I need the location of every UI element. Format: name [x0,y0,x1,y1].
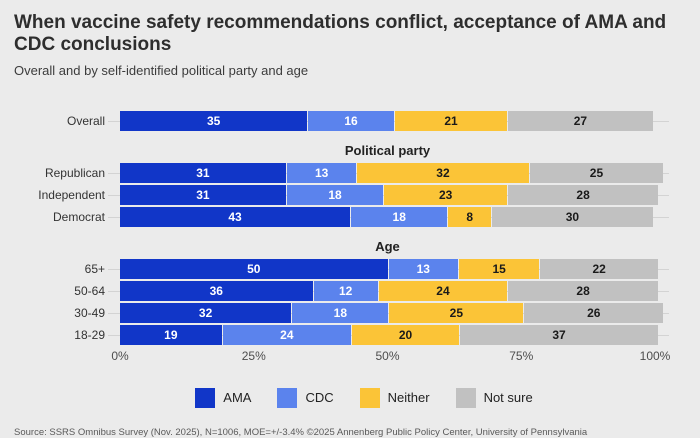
bar-segments: 43 18 8 30 [120,206,655,227]
segment-cdc: 12 [313,280,378,301]
segment-cdc: 16 [308,110,394,131]
segment-ama: 19 [120,324,222,345]
bar-segments: 35 16 21 27 [120,110,655,131]
stacked-bar-chart: Overall 35 16 21 27 Political party Republican… [14,110,686,345]
legend-label: Neither [387,390,430,406]
legend-label: CDC [305,390,334,406]
bar-segments: 19 24 20 37 [120,324,658,345]
bar-segments: 36 12 24 28 [120,280,658,301]
bar-row: 65+ 50 13 15 22 [14,258,686,279]
legend-swatch-icon [195,387,216,408]
segment-cdc: 13 [286,162,357,183]
bar-segments: 50 13 15 22 [120,258,658,279]
bar-row: Overall 35 16 21 27 [14,110,686,131]
bar-track: 36 12 24 28 [108,280,669,301]
segment-ama: 31 [120,162,286,183]
segment-not-sure: 27 [508,110,653,131]
bar-row: 18-29 19 24 20 37 [14,324,686,345]
segment-cdc: 18 [292,302,389,323]
segment-not-sure: 28 [508,184,658,205]
segment-ama: 31 [120,184,286,205]
legend-label: AMA [223,390,252,406]
row-label: Republican [44,165,105,180]
row-label: 50-64 [74,283,105,298]
legend-item-not-sure: Not sure [455,387,533,408]
chart-subtitle: Overall and by self-identified political… [14,62,309,78]
legend-item-ama: AMA [195,387,252,408]
x-axis-tick: 0% [111,348,129,363]
segment-cdc: 18 [286,184,384,205]
bar-row: 30-49 32 18 25 26 [14,302,686,323]
bar-track: 43 18 8 30 [108,206,669,227]
segment-neither: 32 [357,162,529,183]
bar-row: Democrat 43 18 8 30 [14,206,686,227]
segment-not-sure: 30 [492,206,653,227]
legend-item-neither: Neither [359,387,430,408]
x-axis-tick: 75% [509,348,534,363]
segment-neither: 24 [378,280,508,301]
chart-title: When vaccine safety recommendations conf… [14,12,667,56]
bar-row: Republican 31 13 32 25 [14,162,686,183]
bar-segments: 32 18 25 26 [120,302,664,323]
segment-neither: 21 [394,110,508,131]
row-label: 18-29 [74,327,105,342]
row-label: 30-49 [74,305,105,320]
legend-label: Not sure [483,390,533,406]
x-axis: 0% 25% 50% 75% 100% [111,348,670,364]
segment-ama: 32 [120,302,292,323]
legend-swatch-icon [277,387,298,408]
x-axis-tick: 50% [375,348,400,363]
legend-swatch-icon [455,387,476,408]
segment-not-sure: 22 [540,258,658,279]
segment-cdc: 18 [351,206,448,227]
bar-row: 50-64 36 12 24 28 [14,280,686,301]
segment-not-sure: 28 [508,280,658,301]
segment-cdc: 13 [388,258,459,279]
legend-item-cdc: CDC [277,387,334,408]
segment-neither: 8 [448,206,492,227]
row-label: Independent [38,187,105,202]
segment-not-sure: 37 [460,324,658,345]
segment-not-sure: 26 [524,302,664,323]
segment-neither: 15 [459,258,540,279]
bar-track: 35 16 21 27 [108,110,669,131]
segment-cdc: 24 [222,324,352,345]
segment-not-sure: 25 [529,162,664,183]
legend-swatch-icon [359,387,380,408]
row-label: 65+ [84,261,105,276]
row-label: Overall [66,113,105,128]
bar-track: 31 13 32 25 [108,162,669,183]
group-header: Age [375,238,400,254]
group-header: Political party [344,142,431,158]
x-axis-tick: 100% [639,348,671,363]
row-label: Democrat [52,209,105,224]
legend: AMA CDC Neither Not sure [54,387,686,408]
bar-track: 19 24 20 37 [108,324,669,345]
bar-track: 50 13 15 22 [108,258,669,279]
source-note: Source: SSRS Omnibus Survey (Nov. 2025),… [14,426,588,438]
bar-row: Independent 31 18 23 28 [14,184,686,205]
segment-neither: 25 [389,302,524,323]
bar-track: 31 18 23 28 [108,184,669,205]
bar-track: 32 18 25 26 [108,302,669,323]
segment-ama: 43 [120,206,351,227]
bar-segments: 31 13 32 25 [120,162,664,183]
segment-ama: 36 [120,280,313,301]
bar-segments: 31 18 23 28 [120,184,658,205]
segment-ama: 50 [120,258,388,279]
segment-neither: 23 [384,184,508,205]
row-baseline [108,312,669,314]
segment-neither: 20 [352,324,460,345]
segment-ama: 35 [120,110,308,131]
x-axis-tick: 25% [241,348,266,363]
